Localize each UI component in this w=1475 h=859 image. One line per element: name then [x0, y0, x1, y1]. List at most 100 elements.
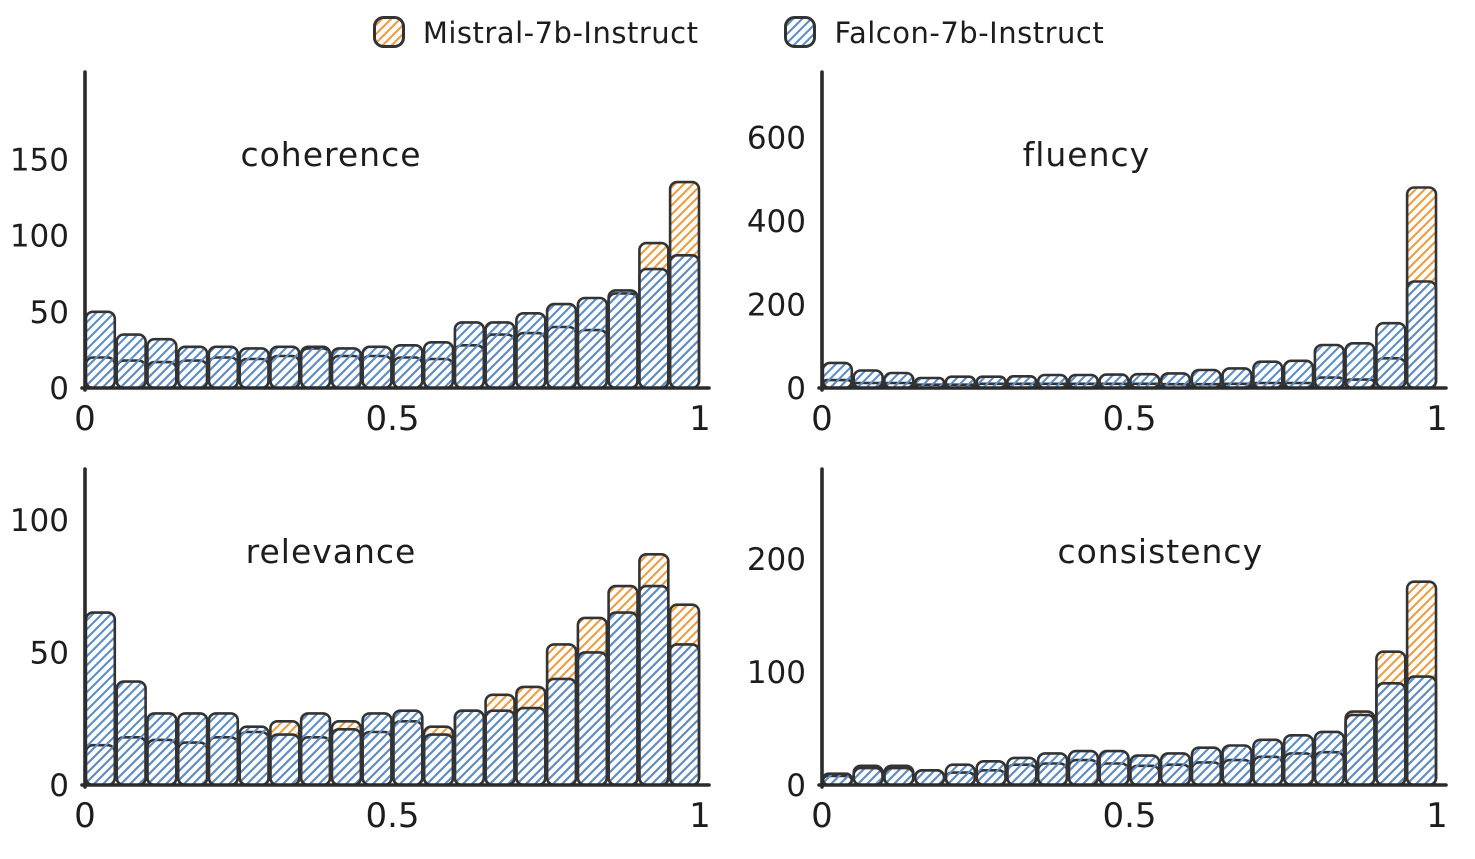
bar-falcon [515, 706, 547, 787]
bar-falcon [1221, 744, 1253, 787]
bar-falcon [1006, 756, 1038, 787]
bar-falcon [1129, 754, 1161, 787]
x-tick-label: 0.5 [1102, 399, 1156, 439]
bar-falcon [1036, 752, 1069, 787]
bar-falcon [1098, 749, 1130, 787]
bar-falcon [392, 709, 424, 787]
x-tick-label: 1 [689, 796, 711, 836]
bar-falcon [1159, 372, 1192, 390]
bar-falcon [1344, 713, 1376, 787]
bar-falcon [852, 369, 884, 390]
bar-falcon [1313, 343, 1346, 390]
bar-falcon [1067, 373, 1100, 390]
y-tick-label: 50 [30, 295, 69, 331]
bar-falcon [115, 333, 147, 390]
bar-falcon [1067, 749, 1100, 787]
chart-canvas-consistency: 0 100 200 0 0.5 1 consistency [747, 467, 1448, 836]
legend-label-mistral: Mistral-7b-Instruct [422, 16, 699, 50]
bar-falcon [883, 766, 915, 787]
bar-falcon [1159, 752, 1192, 787]
bar-falcon [1190, 746, 1223, 787]
bar-falcon [453, 709, 486, 787]
bar-falcon [392, 343, 424, 390]
x-tick-label: 0 [74, 399, 96, 439]
chart-canvas-relevance: 0 50 100 0 0.5 1 relevance [10, 467, 711, 836]
x-tick-label: 0 [74, 796, 96, 836]
bar-falcon [238, 725, 270, 787]
bar-falcon [1221, 367, 1253, 390]
x-tick-label: 0.5 [365, 399, 419, 439]
bar-falcon [422, 733, 455, 787]
y-tick-label: 600 [747, 120, 806, 156]
y-tick-label: 0 [786, 768, 806, 804]
bar-falcon [84, 310, 117, 390]
bar-falcon [638, 267, 670, 390]
chart-canvas-coherence: 0 50 100 150 0 0.5 1 coherence [10, 70, 711, 439]
bar-falcon [545, 677, 578, 787]
bar-falcon [576, 296, 609, 390]
bar-falcon [207, 712, 240, 787]
bar-falcon [1405, 675, 1438, 787]
bar-falcon [944, 763, 977, 787]
bar-falcon [176, 345, 209, 390]
chart-panel-bottom-left: 0 50 100 0 0.5 1 relevance [0, 455, 737, 852]
bar-falcon [146, 712, 178, 787]
x-tick-label: 0.5 [365, 796, 419, 836]
bar-falcon [576, 651, 609, 787]
y-tick-label: 50 [30, 635, 69, 671]
falcon-hatch-swatch-icon [782, 12, 820, 54]
bar-falcon [1252, 360, 1284, 390]
bar-falcon [115, 680, 147, 787]
bar-falcon [1405, 280, 1438, 390]
falcon-swatch-svg [784, 16, 817, 48]
y-tick-label: 100 [10, 503, 69, 539]
bar-falcon [1098, 373, 1130, 390]
bar-falcon [176, 712, 209, 787]
bar-falcon [361, 712, 393, 787]
bar-falcon [299, 712, 332, 787]
bar-falcon [238, 347, 270, 390]
chart-title: relevance [246, 532, 417, 571]
chart-title: fluency [1023, 135, 1151, 174]
bar-falcon [146, 337, 178, 390]
y-tick-label: 400 [747, 204, 806, 240]
bar-falcon [1282, 359, 1315, 390]
chart-title: consistency [1057, 532, 1263, 571]
bar-falcon [515, 312, 547, 390]
x-tick-label: 1 [1426, 399, 1448, 439]
bar-falcon [1282, 733, 1315, 787]
chart-canvas-fluency: 0 200 400 600 0 0.5 1 fluency [747, 70, 1448, 439]
bar-falcon [330, 347, 363, 390]
y-tick-label: 0 [786, 371, 806, 407]
x-tick-label: 0 [811, 796, 833, 836]
y-tick-label: 0 [49, 371, 69, 407]
legend-item-mistral: Mistral-7b-Instruct [371, 12, 699, 54]
bar-falcon [607, 289, 639, 390]
bar-falcon [84, 611, 117, 787]
bar-falcon [1190, 368, 1223, 390]
chart-panel-top-left: 0 50 100 150 0 0.5 1 coherence [0, 58, 737, 455]
bar-falcon [638, 584, 670, 787]
bar-falcon [1313, 730, 1346, 787]
bar-falcon [361, 345, 393, 390]
bar-falcon [484, 321, 516, 390]
bar-falcon [545, 302, 578, 390]
bar-falcon [422, 340, 455, 390]
x-tick-label: 0 [811, 399, 833, 439]
bar-falcon [975, 759, 1007, 787]
bar-falcon [1129, 372, 1161, 390]
mistral-swatch-rect [372, 16, 405, 48]
bar-falcon [883, 371, 915, 390]
y-tick-label: 100 [747, 655, 806, 691]
y-tick-label: 200 [747, 542, 806, 578]
x-tick-label: 1 [689, 399, 711, 439]
bar-falcon [269, 345, 301, 390]
legend: Mistral-7b-Instruct Falcon-7b-Instruct [0, 0, 1475, 58]
bar-falcon [852, 766, 884, 787]
bar-falcon [269, 733, 301, 787]
falcon-swatch-rect [784, 16, 817, 48]
legend-item-falcon: Falcon-7b-Instruct [782, 12, 1104, 54]
bar-falcon [821, 361, 854, 390]
y-tick-label: 150 [10, 142, 69, 178]
bar-falcon [668, 643, 701, 787]
